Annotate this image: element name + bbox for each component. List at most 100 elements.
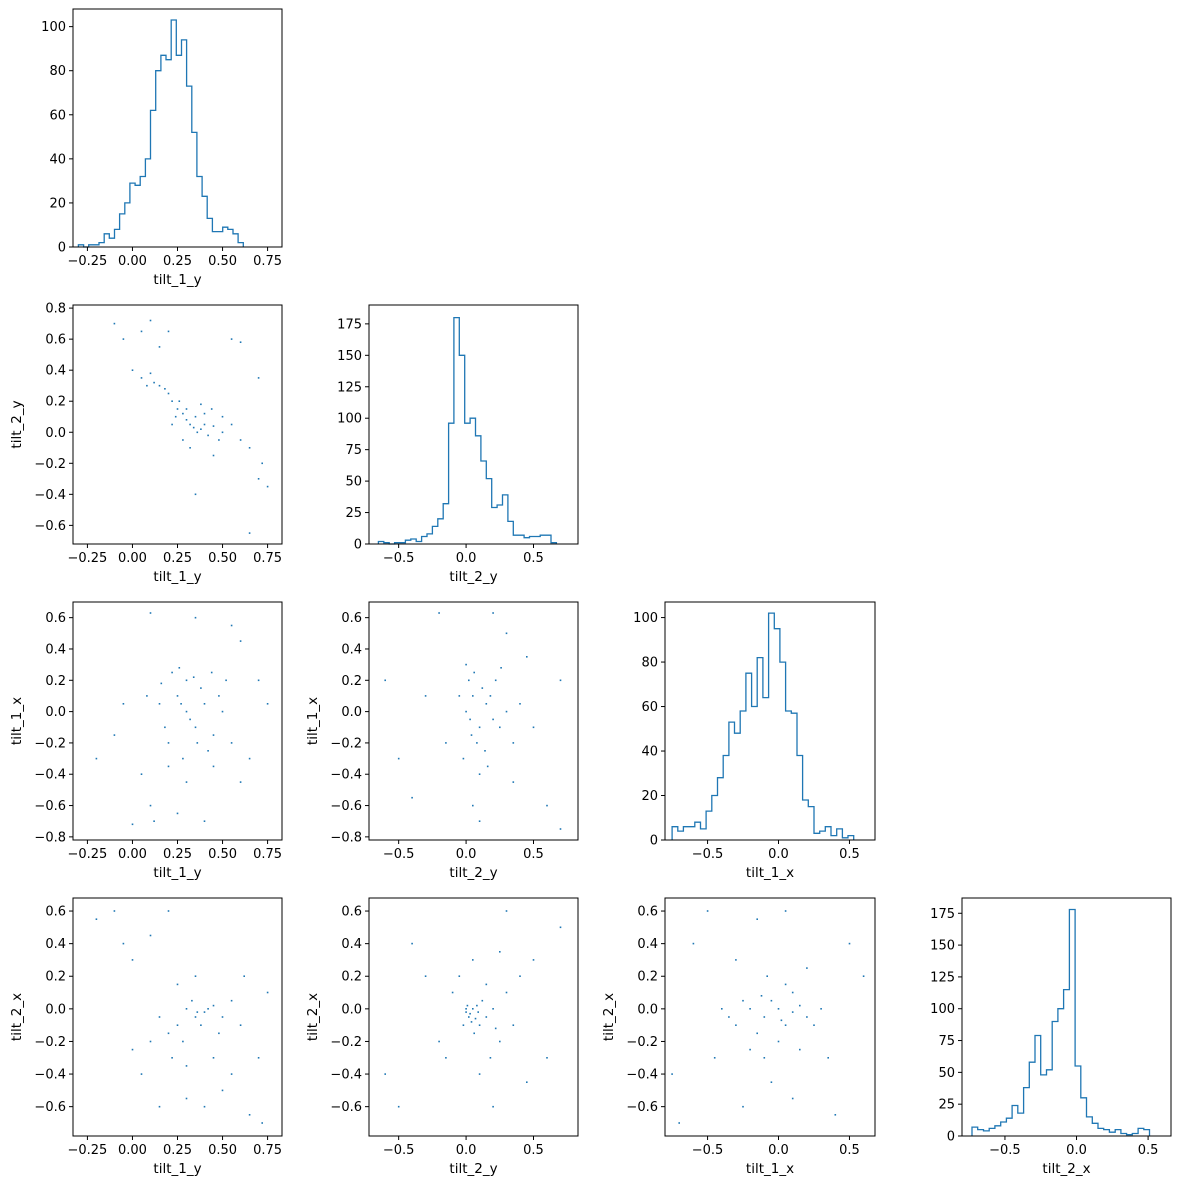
scatter-tilt_1_y-tilt_1_x-point <box>203 703 206 705</box>
hist-tilt_2_y-ytick-label: 75 <box>345 443 362 458</box>
scatter-tilt_1_x-tilt_2_x-ytick-label: −0.4 <box>626 1068 658 1083</box>
scatter-tilt_1_x-tilt_2_x-ylabel: tilt_2_x <box>601 993 617 1041</box>
scatter-tilt_2_y-tilt_1_x-point <box>468 679 470 682</box>
scatter-tilt_1_y-tilt_2_y-point <box>189 423 191 426</box>
scatter-tilt_1_y-tilt_2_y-point <box>200 403 202 406</box>
scatter-tilt_1_y-tilt_1_x-point <box>210 671 213 674</box>
hist-tilt_1_x-xlabel: tilt_1_x <box>746 865 794 881</box>
scatter-tilt_1_y-tilt_1_x-xlabel: tilt_1_y <box>153 865 201 881</box>
scatter-tilt_1_y-tilt_2_x-ytick-label: 0.2 <box>45 970 66 985</box>
scatter-tilt_1_y-tilt_1_x-xtick-label: 0.50 <box>208 847 237 862</box>
scatter-tilt_2_y-tilt_2_x-panel: −0.5 0.0 0.5 −0.6 −0.4 −0.2 0.0 0.2 0.4 0.6 tilt_2… <box>305 897 579 1177</box>
scatter-tilt_1_y-tilt_1_x-point <box>266 703 269 705</box>
scatter-tilt_1_y-tilt_2_y-point <box>131 369 134 371</box>
scatter-tilt_1_y-tilt_1_x-point <box>167 765 170 768</box>
scatter-tilt_1_y-tilt_1_x-ytick-label: 0.4 <box>45 642 66 657</box>
scatter-tilt_2_y-tilt_2_x-ytick-label: −0.6 <box>330 1100 362 1115</box>
scatter-tilt_1_y-tilt_2_y-point <box>185 419 188 421</box>
scatter-tilt_1_y-tilt_1_x-point <box>221 710 224 713</box>
scatter-tilt_1_x-tilt_2_x-point <box>780 1019 783 1022</box>
scatter-tilt_1_y-tilt_2_x-point <box>221 1089 224 1092</box>
scatter-tilt_1_y-tilt_1_x-point <box>95 757 98 760</box>
scatter-tilt_1_y-tilt_2_y-point <box>239 439 242 441</box>
hist-tilt_1_x-panel: −0.5 0.0 0.5 0 20 40 60 80 100 tilt_1_x <box>633 601 876 881</box>
scatter-tilt_1_y-tilt_2_y-xtick-label: 0.00 <box>118 551 147 566</box>
scatter-tilt_1_y-tilt_1_x-point <box>192 676 195 678</box>
scatter-tilt_1_y-tilt_2_y-point <box>149 319 152 322</box>
scatter-tilt_1_x-tilt_2_x-point <box>742 999 744 1002</box>
hist-tilt_1_y-ytick-label: 80 <box>49 64 66 79</box>
scatter-tilt_2_y-tilt_2_x-point <box>485 983 488 986</box>
scatter-tilt_2_y-tilt_2_x-point <box>474 1017 477 1020</box>
scatter-tilt_1_y-tilt_2_y-point <box>113 322 116 325</box>
scatter-tilt_1_y-tilt_1_x-point <box>178 667 181 669</box>
hist-tilt_2_x-ytick-label: 100 <box>930 1002 955 1017</box>
scatter-tilt_1_y-tilt_2_x-panel: −0.25 0.00 0.25 0.50 0.75 −0.6 −0.4 −0.2 0.0 0.2 0… <box>9 897 283 1177</box>
scatter-tilt_1_y-tilt_2_y-point <box>171 400 173 402</box>
scatter-tilt_1_x-tilt_2_x-point <box>721 1008 723 1010</box>
scatter-tilt_1_x-tilt_2_x-ytick-label: 0.4 <box>637 937 658 952</box>
scatter-tilt_1_y-tilt_1_x-point <box>180 703 182 705</box>
scatter-tilt_1_x-tilt_2_x-point <box>813 1024 815 1026</box>
scatter-tilt_1_x-tilt_2_x-point <box>735 959 737 961</box>
scatter-tilt_1_x-tilt_2_x-xtick-label: 0.5 <box>839 1143 860 1158</box>
scatter-tilt_1_x-tilt_2_x-point <box>834 1114 837 1116</box>
hist-tilt_2_y-ytick-label: 50 <box>345 475 362 490</box>
hist-tilt_2_y-ytick-label: 175 <box>337 317 362 332</box>
scatter-tilt_2_y-tilt_1_x-point <box>478 773 481 775</box>
scatter-tilt_1_y-tilt_1_x-point <box>196 742 199 744</box>
hist-tilt_2_x-ytick-label: 125 <box>930 970 955 985</box>
scatter-tilt_1_y-tilt_2_y-point <box>230 423 233 426</box>
scatter-tilt_1_y-tilt_2_y-ytick-label: 0.8 <box>45 302 66 317</box>
scatter-tilt_2_y-tilt_2_x-point <box>546 1057 548 1059</box>
scatter-tilt_1_y-tilt_2_y-xlabel: tilt_1_y <box>153 569 201 585</box>
scatter-tilt_2_y-tilt_2_x-point <box>478 1073 481 1075</box>
scatter-tilt_1_y-tilt_2_y-ytick-label: 0.4 <box>45 364 66 379</box>
scatter-tilt_1_y-tilt_2_y-point <box>257 478 260 480</box>
scatter-tilt_2_y-tilt_2_x-point <box>489 1057 492 1059</box>
scatter-tilt_1_y-tilt_1_x-point <box>153 820 155 822</box>
hist-tilt_1_y-panel: −0.25 0.00 0.25 0.50 0.75 0 20 40 60 80 100 tilt_1_… <box>41 8 283 288</box>
scatter-tilt_1_y-tilt_1_x-point <box>257 679 260 682</box>
scatter-tilt_1_y-tilt_2_x-point <box>218 1032 220 1035</box>
hist-tilt_1_x-ytick-label: 80 <box>641 656 658 671</box>
scatter-tilt_1_x-tilt_2_x-ytick-label: −0.6 <box>626 1100 658 1115</box>
hist-tilt_2_x-ytick-label: 0 <box>947 1130 955 1145</box>
scatter-tilt_2_y-tilt_2_x-point <box>476 1004 478 1007</box>
scatter-tilt_2_y-tilt_1_x-point <box>532 726 535 729</box>
scatter-tilt_1_x-tilt_2_x-point <box>763 1016 766 1018</box>
scatter-tilt_1_y-tilt_1_x-point <box>182 757 184 760</box>
scatter-tilt_1_y-tilt_1_x-xtick-label: 0.00 <box>118 847 147 862</box>
hist-tilt_1_x-axes-frame <box>664 601 876 841</box>
scatter-tilt_1_y-tilt_2_y-point <box>146 384 148 387</box>
scatter-tilt_1_x-tilt_2_x-point <box>756 918 758 920</box>
hist-tilt_2_y-xtick-label: 0.0 <box>456 551 477 566</box>
scatter-tilt_2_y-tilt_2_x-point <box>458 975 461 977</box>
scatter-tilt_1_y-tilt_2_x-point <box>185 1008 188 1010</box>
hist-tilt_1_x-step-line <box>671 612 855 840</box>
scatter-tilt_1_y-tilt_2_y-point <box>239 341 242 343</box>
scatter-tilt_2_y-tilt_2_x-point <box>411 942 413 945</box>
scatter-tilt_1_y-tilt_2_x-point <box>191 999 193 1002</box>
scatter-tilt_1_x-tilt_2_x-point <box>671 1073 673 1075</box>
scatter-tilt_1_y-tilt_2_y-point <box>221 431 224 434</box>
scatter-tilt_1_y-tilt_1_x-point <box>185 710 188 713</box>
scatter-tilt_1_y-tilt_1_x-point <box>149 612 152 614</box>
hist-tilt_1_x-xtick-label: −0.5 <box>692 847 724 862</box>
scatter-tilt_1_y-tilt_2_x-point <box>194 975 197 977</box>
scatter-tilt_2_y-tilt_1_x-xlabel: tilt_2_y <box>449 865 497 881</box>
scatter-tilt_2_y-tilt_2_x-xtick-label: 0.0 <box>456 1143 477 1158</box>
hist-tilt_2_y-xlabel: tilt_2_y <box>449 569 497 585</box>
scatter-tilt_1_y-tilt_2_y-point <box>174 415 177 418</box>
scatter-tilt_2_y-tilt_1_x-point <box>470 734 473 736</box>
scatter-tilt_2_y-tilt_2_x-point <box>481 999 484 1002</box>
scatter-tilt_1_x-tilt_2_x-point <box>706 910 709 912</box>
scatter-tilt_1_x-tilt_2_x-xlabel: tilt_1_x <box>746 1161 794 1177</box>
scatter-tilt_2_y-tilt_1_x-point <box>519 703 521 705</box>
hist-tilt_1_x-ytick-label: 100 <box>633 611 658 626</box>
scatter-tilt_2_y-tilt_2_x-point <box>499 1040 501 1043</box>
scatter-tilt_1_y-tilt_1_x-ytick-label: −0.4 <box>34 768 66 783</box>
scatter-tilt_1_y-tilt_2_y-xtick-label: 0.75 <box>253 551 282 566</box>
scatter-tilt_2_y-tilt_1_x-point <box>559 828 562 830</box>
scatter-tilt_2_y-tilt_1_x-point <box>499 726 501 729</box>
